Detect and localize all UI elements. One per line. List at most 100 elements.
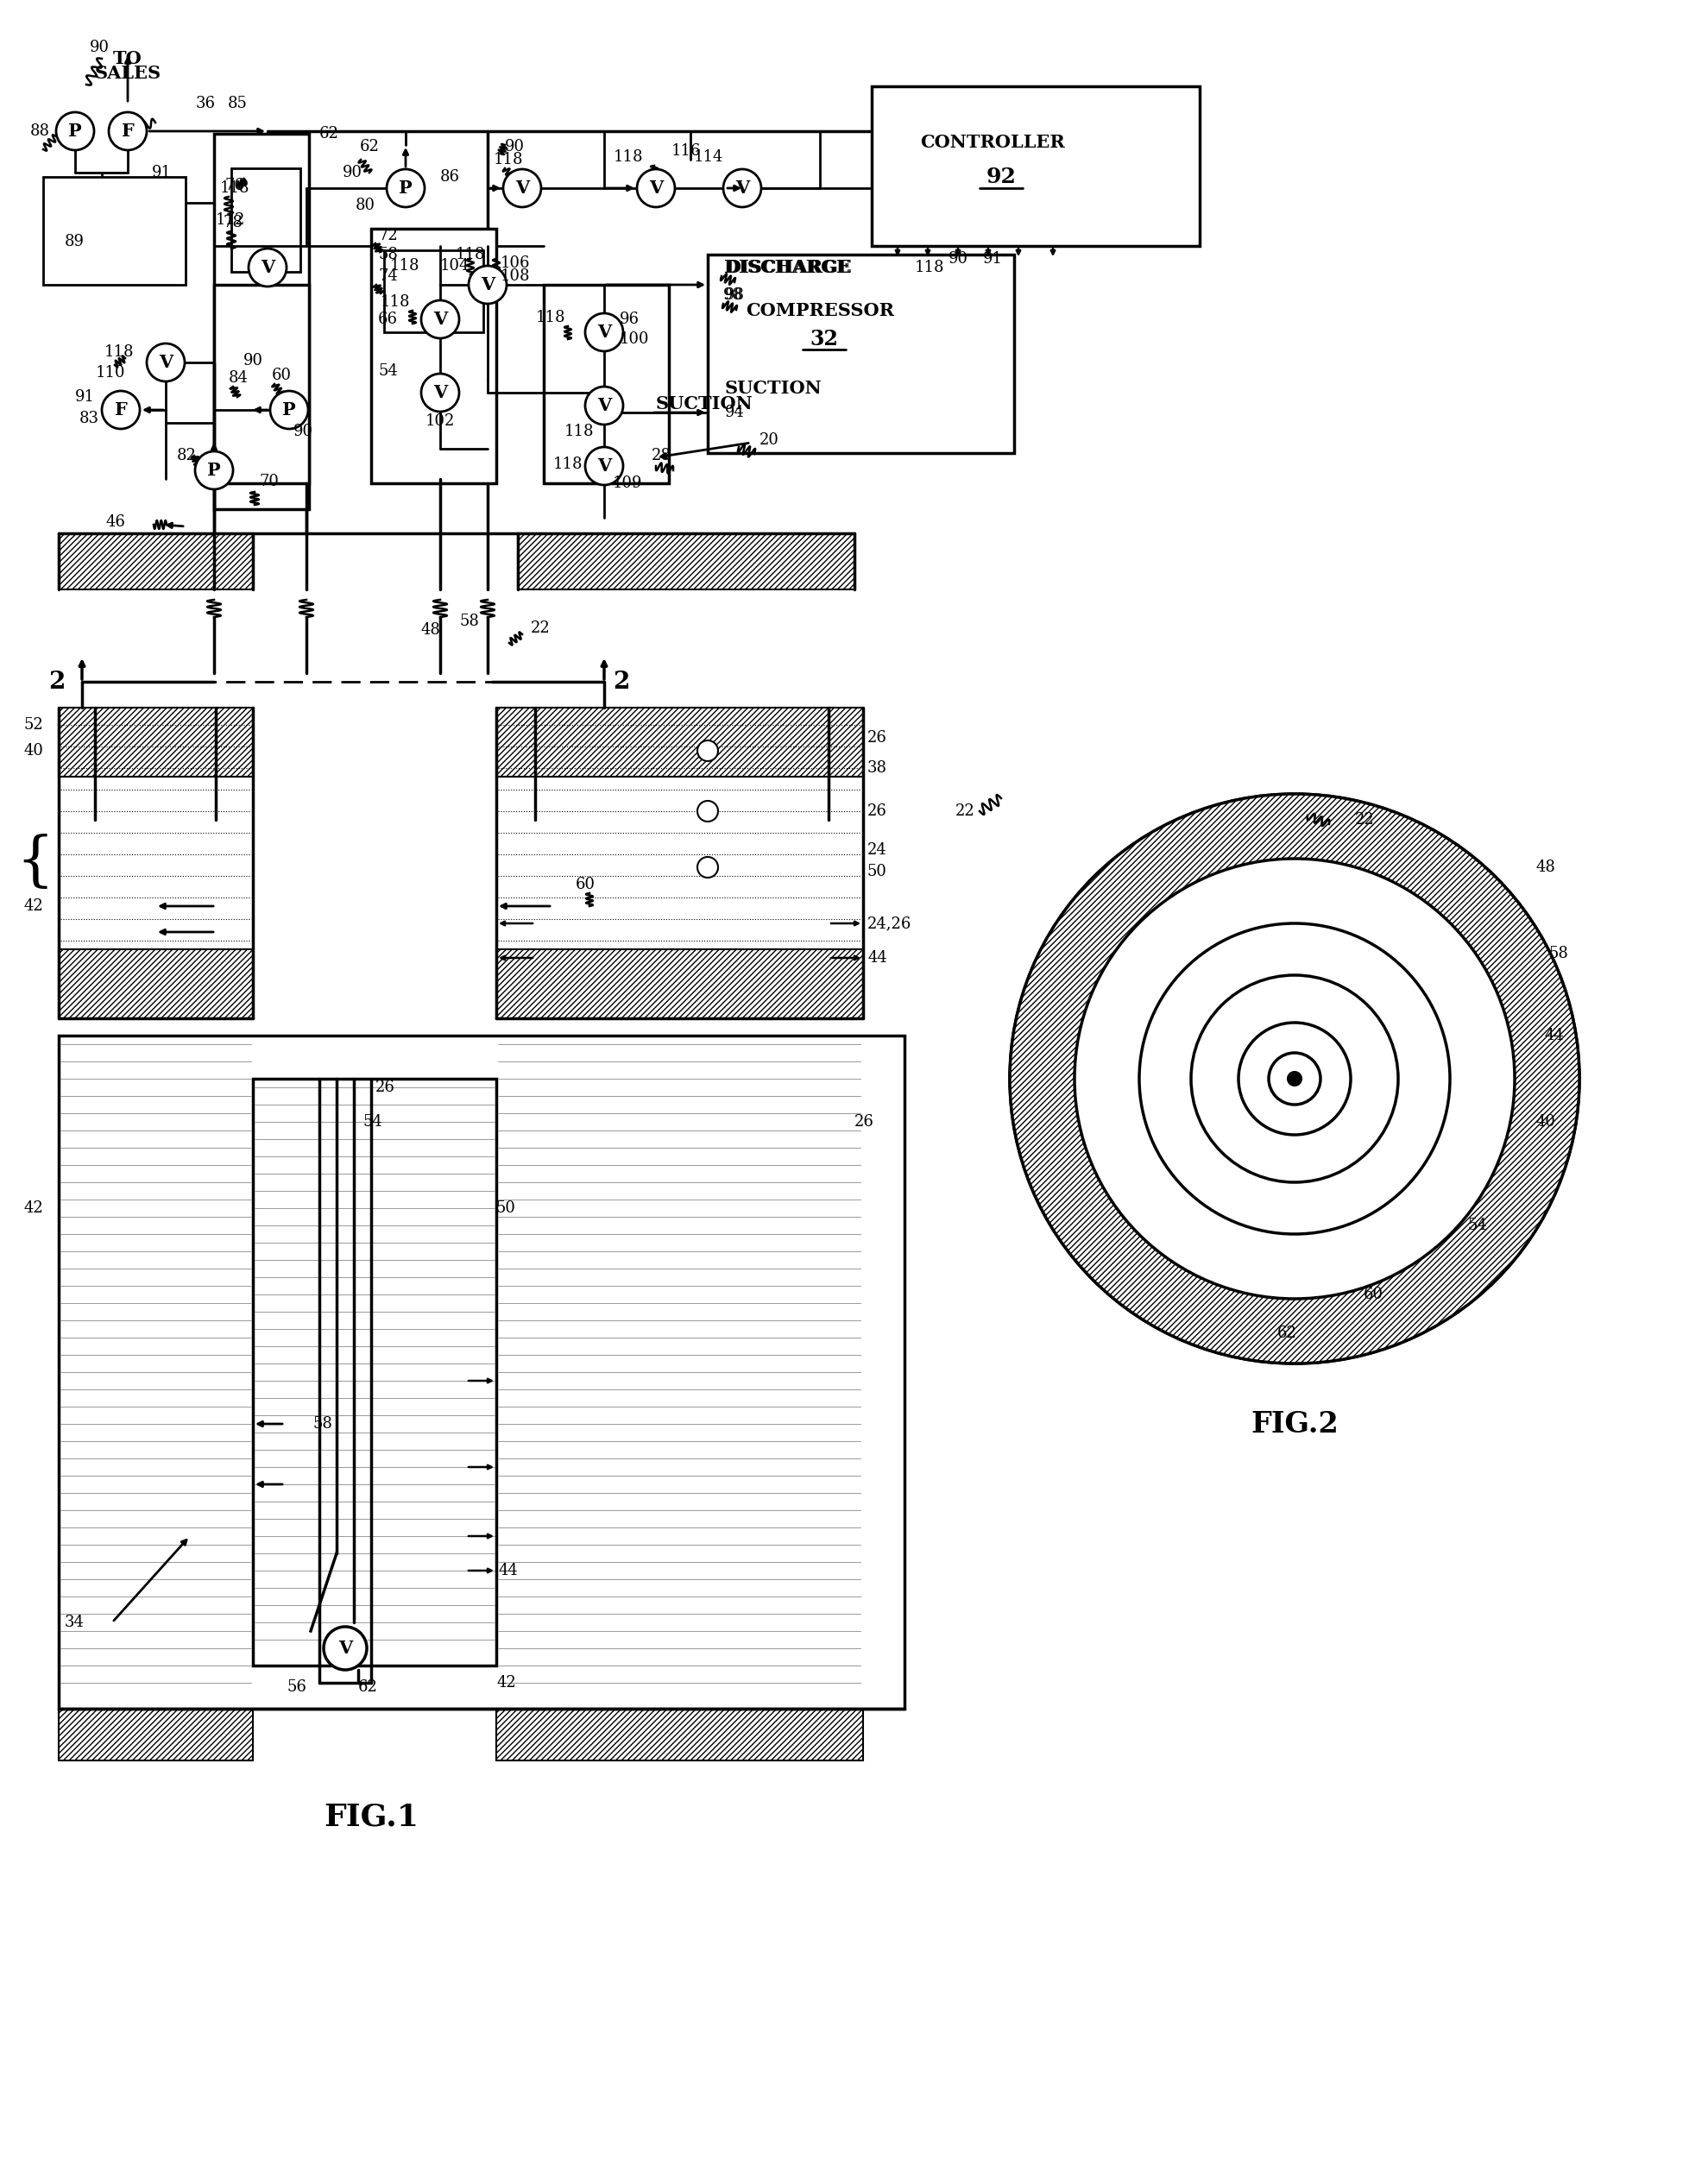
- Text: 118: 118: [553, 458, 582, 473]
- Text: F: F: [121, 122, 135, 139]
- Circle shape: [1190, 976, 1399, 1183]
- Text: 90: 90: [506, 139, 524, 155]
- Circle shape: [586, 314, 623, 351]
- Text: 118: 118: [915, 259, 945, 275]
- Text: V: V: [261, 259, 275, 277]
- Text: 26: 26: [868, 804, 886, 819]
- Text: 52: 52: [24, 717, 43, 732]
- Text: 96: 96: [620, 312, 639, 327]
- Text: 58: 58: [1549, 946, 1570, 961]
- Text: 66: 66: [377, 312, 398, 327]
- Circle shape: [386, 170, 425, 207]
- Text: 44: 44: [868, 950, 886, 965]
- Text: 118: 118: [536, 309, 565, 325]
- Circle shape: [102, 390, 140, 429]
- Text: 20: 20: [760, 431, 779, 449]
- Circle shape: [697, 856, 717, 878]
- Text: 56: 56: [287, 1680, 306, 1695]
- Text: 60: 60: [1363, 1286, 1383, 1303]
- Text: 62: 62: [359, 1680, 377, 1695]
- Text: 28: 28: [652, 449, 671, 464]
- Text: P: P: [282, 401, 295, 418]
- Bar: [58, 1035, 905, 1708]
- Bar: [371, 229, 497, 484]
- Circle shape: [323, 1628, 367, 1669]
- Text: V: V: [480, 277, 495, 294]
- Text: COMPRESSOR: COMPRESSOR: [746, 303, 893, 320]
- Text: 108: 108: [500, 268, 531, 283]
- Text: 48: 48: [420, 623, 441, 638]
- Text: 42: 42: [497, 1676, 516, 1691]
- Text: 84: 84: [229, 370, 248, 386]
- Bar: [384, 251, 483, 331]
- Circle shape: [147, 344, 184, 381]
- Text: 40: 40: [24, 743, 43, 758]
- Text: 26: 26: [868, 730, 886, 745]
- Text: 42: 42: [24, 898, 43, 913]
- Text: P: P: [207, 462, 220, 479]
- Text: 58: 58: [377, 246, 398, 261]
- Bar: [231, 168, 301, 272]
- Bar: [58, 1708, 253, 1761]
- Text: 118: 118: [456, 246, 485, 261]
- Text: 62: 62: [1278, 1325, 1296, 1340]
- Text: 72: 72: [377, 229, 398, 244]
- Text: 24,26: 24,26: [868, 915, 912, 930]
- Text: 22: 22: [1354, 813, 1375, 828]
- Bar: [214, 133, 309, 510]
- Text: 90: 90: [89, 39, 109, 54]
- Text: 98: 98: [724, 288, 745, 303]
- Text: 70: 70: [260, 473, 278, 490]
- Text: 102: 102: [425, 414, 454, 429]
- Text: F: F: [114, 401, 126, 418]
- Text: V: V: [734, 179, 750, 196]
- Text: 91: 91: [75, 390, 96, 405]
- Text: 58: 58: [313, 1416, 333, 1432]
- Text: V: V: [598, 458, 611, 475]
- Text: 40: 40: [1535, 1113, 1556, 1129]
- Bar: [214, 285, 309, 484]
- Text: 118: 118: [220, 181, 249, 196]
- Circle shape: [1009, 793, 1580, 1364]
- Text: 80: 80: [355, 198, 376, 214]
- Text: 118: 118: [613, 150, 642, 166]
- Circle shape: [1009, 793, 1580, 1364]
- Circle shape: [504, 170, 541, 207]
- Text: 22: 22: [531, 621, 550, 636]
- Text: 2: 2: [48, 671, 65, 693]
- Text: V: V: [649, 179, 663, 196]
- Text: DISCHARGE: DISCHARGE: [724, 259, 852, 277]
- Text: 104: 104: [441, 257, 470, 275]
- Text: 76: 76: [224, 179, 244, 194]
- Text: 42: 42: [24, 1201, 43, 1216]
- Text: 90: 90: [948, 251, 968, 266]
- Text: {: {: [15, 835, 53, 891]
- Text: 22: 22: [955, 804, 975, 819]
- Circle shape: [422, 301, 459, 338]
- Text: 100: 100: [620, 331, 649, 346]
- Text: FIG.2: FIG.2: [1250, 1410, 1339, 1438]
- Text: 94: 94: [724, 405, 745, 421]
- Bar: [497, 1708, 863, 1761]
- Circle shape: [722, 170, 762, 207]
- Bar: [497, 708, 863, 776]
- Text: 90: 90: [243, 353, 263, 368]
- Bar: [707, 255, 1015, 453]
- Text: 112: 112: [215, 211, 246, 229]
- Text: 34: 34: [65, 1615, 84, 1630]
- Bar: [58, 534, 253, 588]
- Text: 118: 118: [381, 294, 410, 309]
- Text: 46: 46: [106, 514, 125, 529]
- Text: V: V: [598, 397, 611, 414]
- Text: 32: 32: [810, 329, 839, 349]
- Text: 86: 86: [441, 170, 459, 185]
- Circle shape: [637, 170, 675, 207]
- Circle shape: [270, 390, 307, 429]
- Circle shape: [56, 111, 94, 150]
- Circle shape: [249, 248, 287, 285]
- Text: 2: 2: [613, 671, 630, 693]
- Text: 118: 118: [494, 153, 523, 168]
- Bar: [253, 1079, 497, 1665]
- Text: 48: 48: [1535, 859, 1556, 876]
- Text: V: V: [598, 325, 611, 340]
